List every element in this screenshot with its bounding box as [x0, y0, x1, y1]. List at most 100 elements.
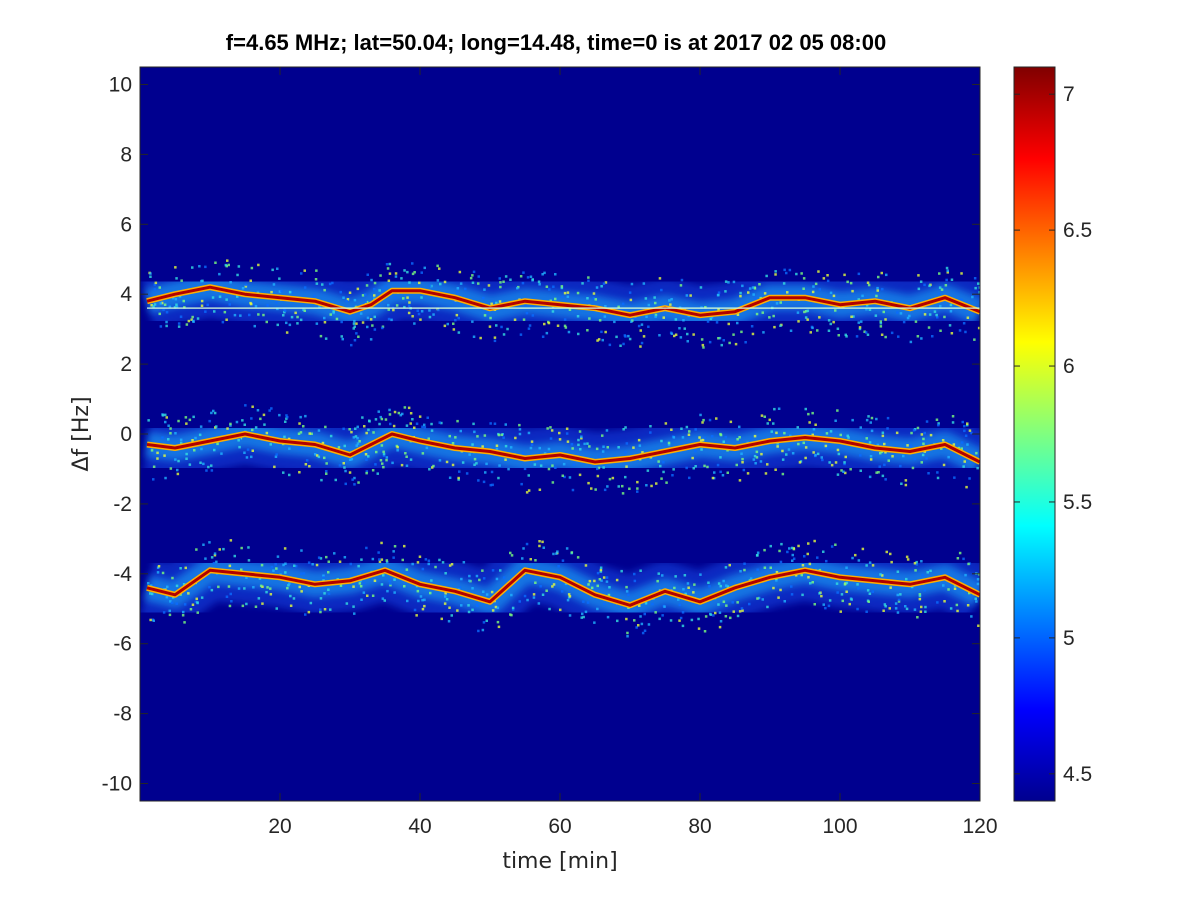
trace-speckle — [867, 283, 871, 287]
trace-speckle — [699, 573, 702, 576]
trace-speckle — [174, 297, 178, 301]
trace-speckle — [519, 567, 523, 571]
trace-speckle — [706, 465, 709, 469]
trace-speckle — [407, 311, 411, 315]
trace-speckle — [566, 440, 570, 443]
trace-speckle — [640, 323, 644, 326]
trace-speckle — [200, 447, 203, 451]
trace-speckle — [411, 262, 414, 265]
trace-speckle — [694, 428, 697, 431]
trace-speckle — [342, 427, 345, 431]
trace-speckle — [165, 311, 169, 314]
trace-speckle — [381, 462, 384, 465]
trace-speckle — [874, 314, 878, 317]
trace-speckle — [867, 415, 870, 418]
trace-speckle — [570, 551, 574, 554]
trace-speckle — [871, 590, 874, 593]
trace-speckle — [302, 308, 305, 311]
trace-speckle — [357, 481, 360, 484]
trace-speckle — [751, 286, 755, 289]
trace-speckle — [965, 485, 968, 489]
trace-speckle — [335, 317, 339, 321]
trace-speckle — [373, 315, 376, 319]
trace-speckle — [587, 276, 590, 279]
trace-speckle — [526, 598, 529, 602]
trace-speckle — [373, 287, 376, 291]
trace-speckle — [868, 592, 872, 595]
trace-speckle — [756, 597, 759, 600]
trace-speckle — [261, 602, 264, 605]
trace-speckle — [394, 272, 398, 275]
y-tick-label: -4 — [113, 563, 132, 586]
trace-speckle — [725, 584, 728, 587]
trace-speckle — [679, 616, 683, 620]
trace-speckle — [958, 329, 962, 332]
trace-speckle — [944, 284, 948, 287]
colorbar-tick-label: 5.5 — [1063, 491, 1092, 514]
trace-speckle — [584, 564, 588, 567]
trace-speckle — [854, 553, 857, 557]
trace-speckle — [298, 422, 301, 425]
trace-speckle — [411, 562, 414, 566]
trace-speckle — [875, 294, 878, 298]
trace-speckle — [895, 431, 899, 435]
trace-speckle — [783, 431, 786, 435]
trace-speckle — [645, 484, 648, 487]
trace-speckle — [917, 274, 920, 277]
trace-speckle — [534, 559, 537, 562]
trace-speckle — [149, 618, 152, 622]
trace-speckle — [702, 346, 705, 349]
trace-speckle — [624, 451, 627, 454]
trace-speckle — [212, 561, 216, 565]
trace-speckle — [462, 561, 466, 564]
trace-speckle — [924, 610, 927, 613]
trace-speckle — [390, 318, 393, 322]
trace-speckle — [947, 588, 950, 591]
trace-speckle — [243, 587, 246, 590]
trace-speckle — [287, 580, 290, 584]
trace-speckle — [817, 270, 820, 273]
trace-speckle — [877, 275, 880, 279]
trace-speckle — [300, 590, 303, 593]
trace-speckle — [287, 583, 290, 587]
trace-speckle — [525, 542, 529, 546]
trace-speckle — [918, 593, 922, 596]
trace-speckle — [856, 607, 859, 611]
trace-speckle — [388, 413, 392, 416]
trace-speckle — [801, 593, 804, 597]
trace-speckle — [790, 585, 793, 588]
trace-speckle — [800, 272, 803, 275]
trace-speckle — [428, 309, 431, 312]
trace-speckle — [490, 302, 493, 306]
trace-speckle — [353, 319, 356, 323]
trace-speckle — [354, 435, 358, 438]
trace-speckle — [935, 418, 939, 421]
trace-speckle — [889, 586, 892, 589]
trace-speckle — [755, 450, 759, 454]
trace-speckle — [228, 303, 231, 306]
trace-speckle — [835, 582, 839, 585]
trace-speckle — [660, 288, 663, 292]
trace-speckle — [246, 448, 250, 451]
trace-speckle — [283, 547, 287, 550]
trace-speckle — [334, 478, 337, 482]
trace-speckle — [635, 626, 638, 629]
trace-speckle — [639, 569, 642, 572]
trace-speckle — [158, 286, 161, 289]
trace-speckle — [852, 315, 855, 318]
trace-speckle — [425, 446, 429, 450]
trace-speckle — [834, 543, 837, 546]
trace-speckle — [910, 585, 914, 589]
trace-speckle — [803, 310, 806, 314]
trace-speckle — [824, 606, 827, 610]
trace-speckle — [549, 437, 553, 440]
trace-speckle — [531, 314, 535, 317]
trace-speckle — [896, 611, 900, 614]
trace-speckle — [272, 283, 276, 286]
trace-speckle — [329, 608, 332, 611]
trace-speckle — [220, 452, 223, 455]
trace-speckle — [366, 316, 370, 320]
trace-speckle — [521, 557, 524, 560]
trace-speckle — [795, 272, 798, 276]
trace-speckle — [499, 569, 502, 572]
